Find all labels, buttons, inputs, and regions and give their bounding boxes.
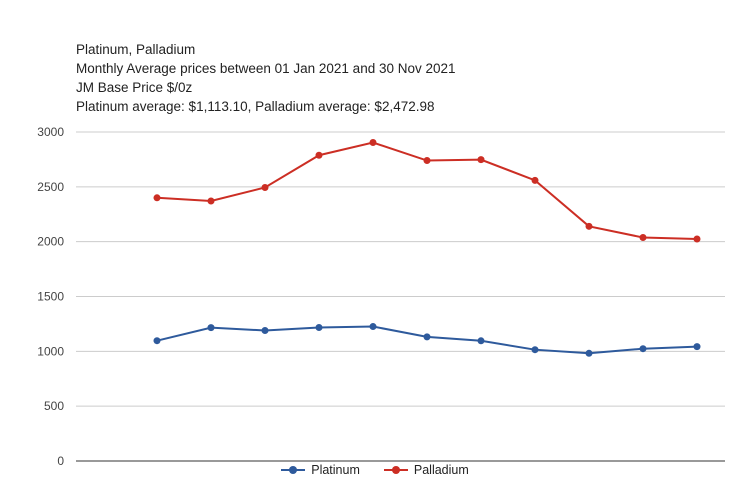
legend-label-platinum: Platinum — [311, 463, 360, 477]
data-point-palladium[interactable] — [369, 139, 377, 147]
legend-item-palladium[interactable]: Palladium — [383, 463, 469, 477]
chart-legend[interactable]: Platinum Palladium — [0, 463, 750, 477]
data-point-palladium[interactable] — [639, 233, 647, 241]
y-tick-label: 3000 — [37, 125, 64, 139]
data-point-platinum[interactable] — [423, 333, 431, 341]
data-point-palladium[interactable] — [477, 156, 485, 164]
data-point-platinum[interactable] — [531, 346, 539, 354]
chart-averages-note: Platinum average: $1,113.10, Palladium a… — [76, 99, 435, 114]
y-tick-label: 500 — [44, 399, 64, 413]
data-point-platinum[interactable] — [477, 337, 485, 345]
data-point-palladium[interactable] — [207, 197, 215, 205]
y-axis-tick-labels: 0 500 1000 1500 2000 2500 3000 — [37, 125, 64, 468]
gridlines — [76, 131, 725, 462]
chart-title-block: Platinum, Palladium Monthly Average pric… — [76, 40, 456, 116]
y-tick-label: 1500 — [37, 290, 64, 304]
data-point-palladium[interactable] — [531, 176, 539, 184]
legend-item-platinum[interactable]: Platinum — [281, 463, 360, 477]
legend-swatch-palladium — [383, 465, 408, 475]
data-point-platinum[interactable] — [369, 323, 377, 331]
legend-dot-palladium — [391, 466, 400, 474]
legend-swatch-platinum — [281, 465, 306, 475]
data-point-platinum[interactable] — [315, 324, 323, 332]
data-point-platinum[interactable] — [693, 343, 701, 351]
data-point-palladium[interactable] — [693, 235, 701, 243]
chart-title: Platinum, Palladium — [76, 42, 196, 57]
data-point-platinum[interactable] — [261, 326, 269, 334]
series-points — [153, 139, 701, 357]
data-point-platinum[interactable] — [207, 324, 215, 332]
data-point-palladium[interactable] — [153, 194, 161, 202]
data-point-palladium[interactable] — [423, 157, 431, 165]
data-point-palladium[interactable] — [585, 222, 593, 230]
y-tick-label: 0 — [57, 454, 64, 468]
chart-unit-note: JM Base Price $/0z — [76, 80, 193, 95]
data-point-palladium[interactable] — [261, 183, 269, 191]
series-lines — [156, 141, 698, 355]
data-point-palladium[interactable] — [315, 151, 323, 159]
y-tick-label: 1000 — [37, 344, 64, 358]
legend-label-palladium: Palladium — [413, 463, 469, 477]
series-line-palladium — [156, 141, 698, 241]
legend-dot-platinum — [289, 466, 298, 474]
data-point-platinum[interactable] — [153, 337, 161, 345]
y-tick-label: 2000 — [37, 235, 64, 249]
chart-subtitle: Monthly Average prices between 01 Jan 20… — [76, 61, 456, 76]
data-point-platinum[interactable] — [639, 345, 647, 353]
data-point-platinum[interactable] — [585, 349, 593, 357]
y-tick-label: 2500 — [37, 180, 64, 194]
